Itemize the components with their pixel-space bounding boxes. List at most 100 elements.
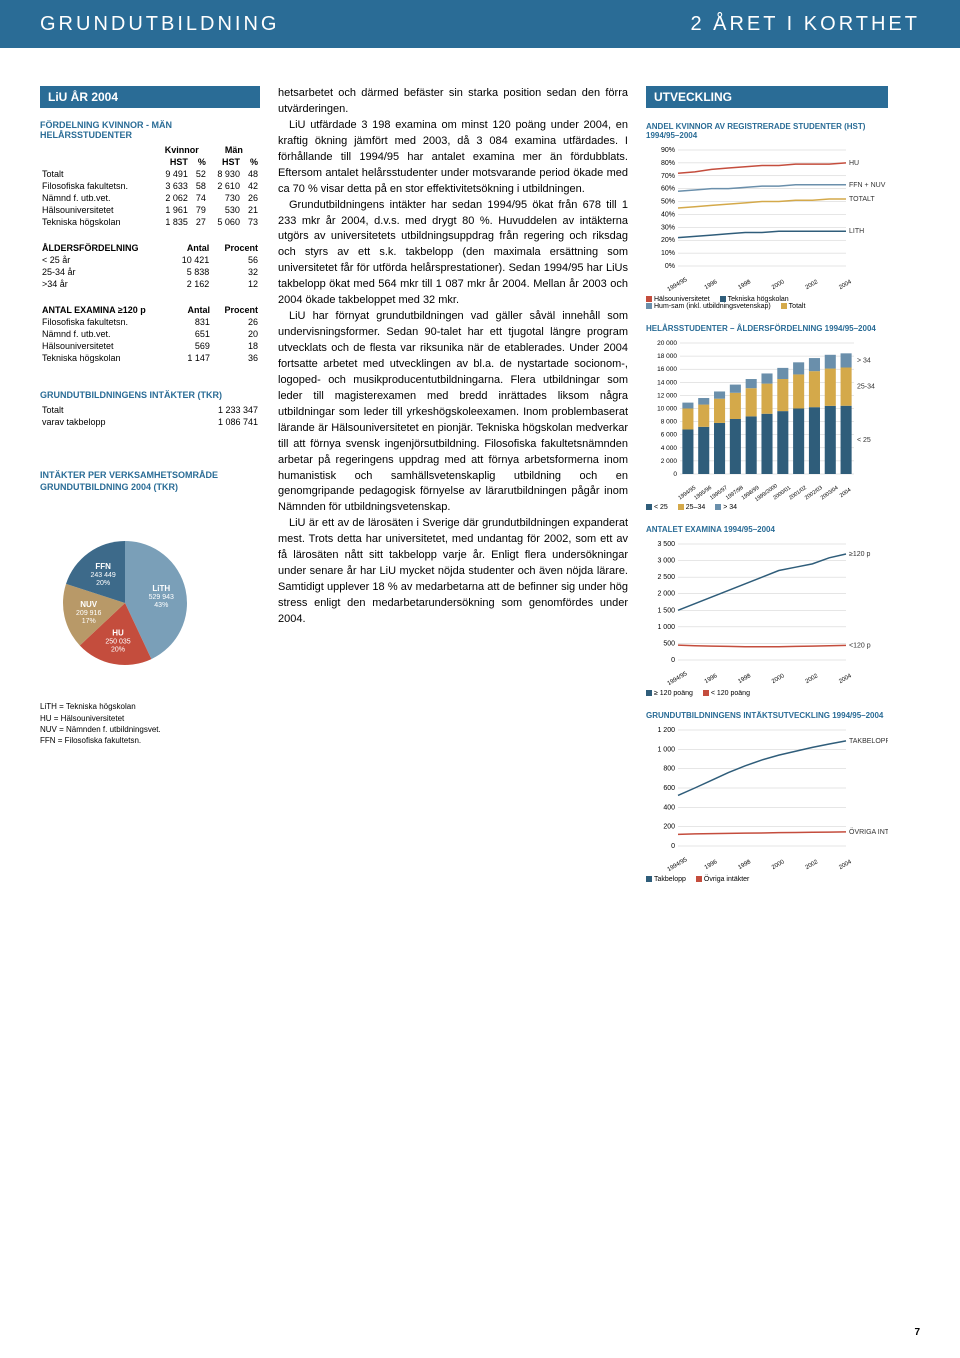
svg-text:1998: 1998 [737, 673, 752, 685]
svg-text:90%: 90% [661, 147, 675, 154]
svg-text:LITH: LITH [849, 228, 864, 235]
svg-text:2003/04: 2003/04 [820, 485, 840, 501]
svg-text:2002: 2002 [805, 279, 820, 291]
svg-text:80%: 80% [661, 160, 675, 167]
table1: KvinnorMänHST%HST%Totalt9 491528 93048Fi… [40, 144, 260, 228]
svg-text:FFN + NUV: FFN + NUV [849, 182, 886, 189]
chart1-legend: Hälsouniversitetet Tekniska högskolan Hu… [646, 296, 888, 310]
svg-text:1 500: 1 500 [657, 607, 675, 614]
chart2-title: HELÅRSSTUDENTER – ÅLDERSFÖRDELNING 1994/… [646, 324, 888, 333]
left-box-title: LiU ÅR 2004 [40, 86, 260, 108]
svg-text:1994/95: 1994/95 [667, 857, 689, 873]
svg-text:TOTALT: TOTALT [849, 196, 875, 203]
svg-text:0: 0 [673, 471, 677, 478]
svg-text:20%: 20% [111, 647, 125, 654]
svg-text:1996: 1996 [704, 279, 719, 291]
svg-text:2004: 2004 [839, 487, 852, 499]
svg-text:0: 0 [671, 843, 675, 850]
svg-text:2 000: 2 000 [657, 591, 675, 598]
svg-text:25-34: 25-34 [857, 384, 875, 391]
svg-text:1 200: 1 200 [657, 727, 675, 734]
svg-text:1996: 1996 [704, 859, 719, 871]
svg-text:18 000: 18 000 [657, 353, 677, 360]
svg-text:1998: 1998 [737, 279, 752, 291]
svg-text:1994/95: 1994/95 [667, 671, 689, 687]
svg-text:250 035: 250 035 [105, 639, 130, 646]
svg-text:40%: 40% [661, 211, 675, 218]
body-text: hetsarbetet och därmed befäster sin star… [278, 86, 628, 883]
svg-text:10%: 10% [661, 250, 675, 257]
header-left: GRUNDUTBILDNING [40, 13, 279, 36]
pie-title: INTÄKTER PER VERKSAMHETSOMRÅDE GRUNDUTBI… [40, 470, 260, 493]
svg-text:3 500: 3 500 [657, 541, 675, 548]
svg-text:4 000: 4 000 [661, 445, 678, 452]
svg-text:ÖVRIGA INT.: ÖVRIGA INT. [849, 828, 888, 836]
svg-text:HU: HU [112, 629, 124, 638]
svg-text:209 916: 209 916 [76, 610, 101, 617]
svg-text:2002: 2002 [805, 859, 820, 871]
svg-text:20 000: 20 000 [657, 340, 677, 347]
svg-text:60%: 60% [661, 186, 675, 193]
pie-chart: LiTH529 94343%HU250 03520%NUV209 91617%F… [40, 513, 220, 693]
svg-text:400: 400 [663, 804, 675, 811]
svg-text:17%: 17% [82, 618, 96, 625]
chart1-title: ANDEL KVINNOR AV REGISTRERADE STUDENTER … [646, 122, 888, 140]
svg-text:1994/95: 1994/95 [667, 277, 689, 293]
svg-text:1 000: 1 000 [657, 746, 675, 753]
svg-text:2000: 2000 [771, 279, 786, 291]
svg-text:8 000: 8 000 [661, 419, 678, 426]
svg-text:2000: 2000 [771, 673, 786, 685]
svg-text:2000: 2000 [771, 859, 786, 871]
svg-text:≥120 p: ≥120 p [849, 551, 870, 558]
svg-text:0: 0 [671, 657, 675, 664]
table3: ANTAL EXAMINA ≥120 pAntalProcentFilosofi… [40, 304, 260, 364]
svg-text:3 000: 3 000 [657, 558, 675, 565]
svg-text:TAKBELOPP: TAKBELOPP [849, 738, 888, 745]
svg-text:> 34: > 34 [857, 357, 871, 364]
svg-text:<120 p: <120 p [849, 642, 871, 649]
chart4-title: GRUNDUTBILDNINGENS INTÄKTSUTVECKLING 199… [646, 711, 888, 720]
chart4: 02004006008001 0001 2001994/951996199820… [646, 724, 888, 874]
svg-text:2 000: 2 000 [661, 458, 678, 465]
svg-text:243 449: 243 449 [90, 572, 115, 579]
svg-text:FFN: FFN [95, 562, 111, 571]
svg-text:HU: HU [849, 160, 859, 167]
chart3-title: ANTALET EXAMINA 1994/95–2004 [646, 525, 888, 534]
svg-text:14 000: 14 000 [657, 379, 677, 386]
svg-text:200: 200 [663, 824, 675, 831]
chart3: 05001 0001 5002 0002 5003 0003 5001994/9… [646, 538, 888, 688]
svg-text:10 000: 10 000 [657, 406, 677, 413]
svg-text:70%: 70% [661, 173, 675, 180]
svg-text:20%: 20% [96, 580, 110, 587]
chart1: 0%10%20%30%40%50%60%70%80%90%1994/951996… [646, 144, 888, 294]
svg-text:16 000: 16 000 [657, 366, 677, 373]
svg-text:NUV: NUV [80, 600, 98, 609]
header-right: 2 ÅRET I KORTHET [690, 13, 920, 36]
svg-text:2004: 2004 [838, 859, 853, 871]
svg-text:30%: 30% [661, 224, 675, 231]
table4-title: GRUNDUTBILDNINGENS INTÄKTER (tkr) [40, 390, 260, 400]
pie-legend: LiTH = Tekniska högskolanHU = Hälsounive… [40, 701, 260, 746]
svg-text:LiTH: LiTH [152, 584, 170, 593]
svg-text:50%: 50% [661, 199, 675, 206]
chart2: 02 0004 0006 0008 00010 00012 00014 0001… [646, 337, 888, 502]
svg-text:2 500: 2 500 [657, 574, 675, 581]
page-number: 7 [914, 1327, 920, 1338]
table2: ÅLDERSFÖRDELNINGAntalProcent< 25 år10 42… [40, 242, 260, 290]
svg-text:2004: 2004 [838, 673, 853, 685]
svg-text:800: 800 [663, 766, 675, 773]
svg-text:1 000: 1 000 [657, 624, 675, 631]
table1-title: FÖRDELNING KVINNOR - MÄN HELÅRSSTUDENTER [40, 120, 260, 140]
right-box-title: UTVECKLING [646, 86, 888, 108]
svg-text:1996: 1996 [704, 673, 719, 685]
svg-text:20%: 20% [661, 237, 675, 244]
svg-text:2002: 2002 [805, 673, 820, 685]
svg-text:43%: 43% [154, 602, 168, 609]
table4: Totalt1 233 347varav takbelopp1 086 741 [40, 404, 260, 428]
svg-text:2004: 2004 [838, 279, 853, 291]
svg-text:600: 600 [663, 785, 675, 792]
chart3-legend: ≥ 120 poäng < 120 poäng [646, 690, 888, 697]
svg-text:< 25: < 25 [857, 437, 871, 444]
svg-text:529 943: 529 943 [149, 594, 174, 601]
chart4-legend: Takbelopp Övriga intäkter [646, 876, 888, 883]
